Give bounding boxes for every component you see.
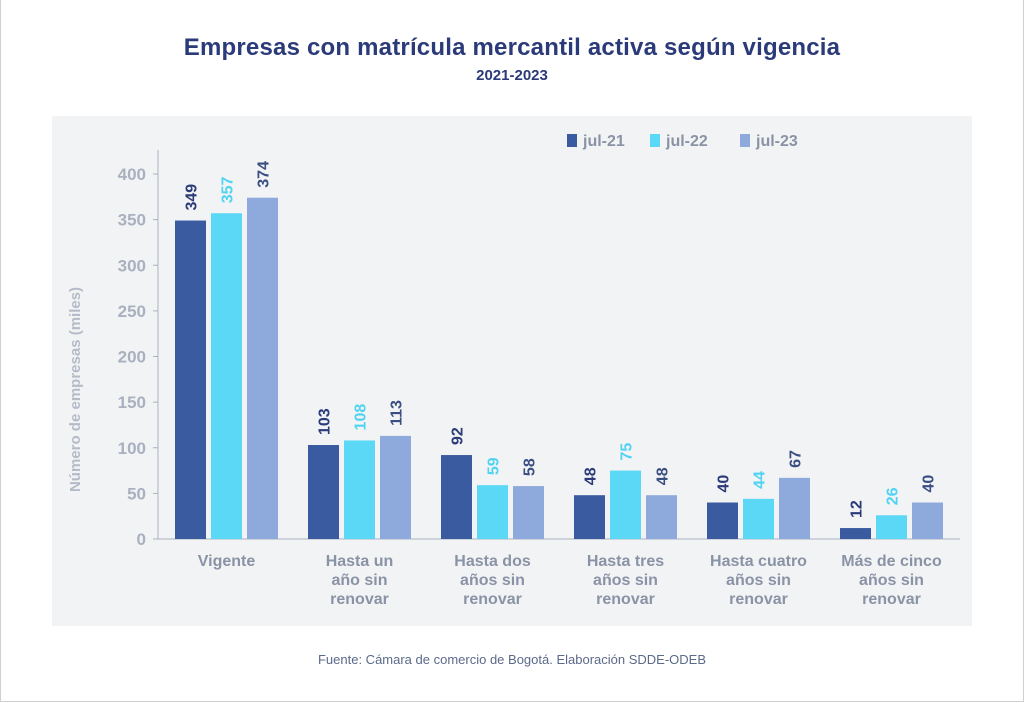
- x-tick-label: Vigente: [198, 553, 256, 570]
- y-tick-label: 200: [118, 348, 146, 367]
- chart-subtitle: 2021-2023: [476, 67, 548, 84]
- bar-jul-22: [211, 213, 242, 540]
- bar-jul-23: [247, 197, 278, 539]
- bar-value-label: 40: [716, 475, 733, 493]
- bar-jul-21: [574, 495, 605, 539]
- bar-jul-22: [344, 440, 375, 539]
- bar-jul-23: [912, 502, 943, 539]
- legend-label-jul-22: jul-22: [665, 133, 708, 150]
- y-tick-label: 350: [118, 211, 146, 230]
- x-tick-label: Más de cinco: [841, 553, 942, 570]
- legend-swatch-jul-23: [740, 134, 750, 147]
- bar-jul-21: [175, 220, 206, 539]
- x-tick-label: Hasta dos: [454, 553, 531, 570]
- legend-swatch-jul-22: [650, 134, 660, 147]
- bar-value-label: 44: [752, 471, 769, 489]
- y-tick-label: 300: [118, 256, 146, 275]
- bar-value-label: 48: [583, 467, 600, 485]
- bar-value-label: 103: [317, 408, 334, 435]
- y-tick-label: 100: [118, 439, 146, 458]
- x-tick-label: año sin: [331, 572, 387, 589]
- y-axis-label: Número de empresas (miles): [67, 287, 84, 492]
- bar-value-label: 12: [849, 500, 866, 518]
- bar-jul-21: [840, 528, 871, 539]
- x-tick-label: renovar: [463, 591, 522, 608]
- y-tick-label: 0: [137, 530, 146, 549]
- bar-jul-21: [308, 445, 339, 539]
- x-tick-label: renovar: [862, 591, 921, 608]
- bar-jul-22: [610, 470, 641, 539]
- bar-jul-21: [707, 502, 738, 539]
- bar-value-label: 357: [220, 176, 237, 203]
- legend-swatch-jul-21: [567, 134, 577, 147]
- x-tick-label: renovar: [729, 591, 788, 608]
- bar-jul-21: [441, 455, 472, 539]
- bar-value-label: 92: [450, 427, 467, 445]
- bar-value-label: 40: [921, 475, 938, 493]
- bar-jul-23: [513, 486, 544, 539]
- bar-jul-23: [779, 477, 810, 539]
- y-tick-label: 50: [127, 484, 146, 503]
- bar-jul-23: [380, 435, 411, 539]
- bar-value-label: 374: [256, 161, 273, 188]
- chart-title: Empresas con matrícula mercantil activa …: [183, 34, 841, 61]
- x-tick-label: Hasta cuatro: [710, 553, 807, 570]
- x-tick-label: renovar: [596, 591, 655, 608]
- y-tick-label: 150: [118, 393, 146, 412]
- bar-value-label: 67: [788, 450, 805, 468]
- bar-value-label: 58: [522, 458, 539, 476]
- legend-label-jul-23: jul-23: [755, 133, 798, 150]
- bar-value-label: 349: [184, 184, 201, 211]
- source-note: Fuente: Cámara de comercio de Bogotá. El…: [317, 652, 707, 667]
- x-tick-label: años sin: [859, 572, 924, 589]
- x-tick-label: años sin: [460, 572, 525, 589]
- x-tick-label: años sin: [593, 572, 658, 589]
- bar-value-label: 48: [655, 467, 672, 485]
- bar-value-label: 75: [619, 443, 636, 461]
- x-tick-label: renovar: [330, 591, 389, 608]
- bar-value-label: 59: [486, 457, 503, 475]
- bar-jul-22: [876, 515, 907, 539]
- x-tick-label: años sin: [726, 572, 791, 589]
- legend-label-jul-21: jul-21: [582, 133, 625, 150]
- y-tick-label: 250: [118, 302, 146, 321]
- x-tick-label: Hasta un: [326, 553, 394, 570]
- bar-jul-22: [477, 485, 508, 539]
- bar-jul-23: [646, 495, 677, 539]
- bar-value-label: 108: [353, 404, 370, 431]
- x-tick-label: Hasta tres: [587, 553, 664, 570]
- bar-jul-22: [743, 498, 774, 539]
- y-tick-label: 400: [118, 165, 146, 184]
- bar-value-label: 113: [389, 400, 406, 426]
- bar-value-label: 26: [885, 487, 902, 505]
